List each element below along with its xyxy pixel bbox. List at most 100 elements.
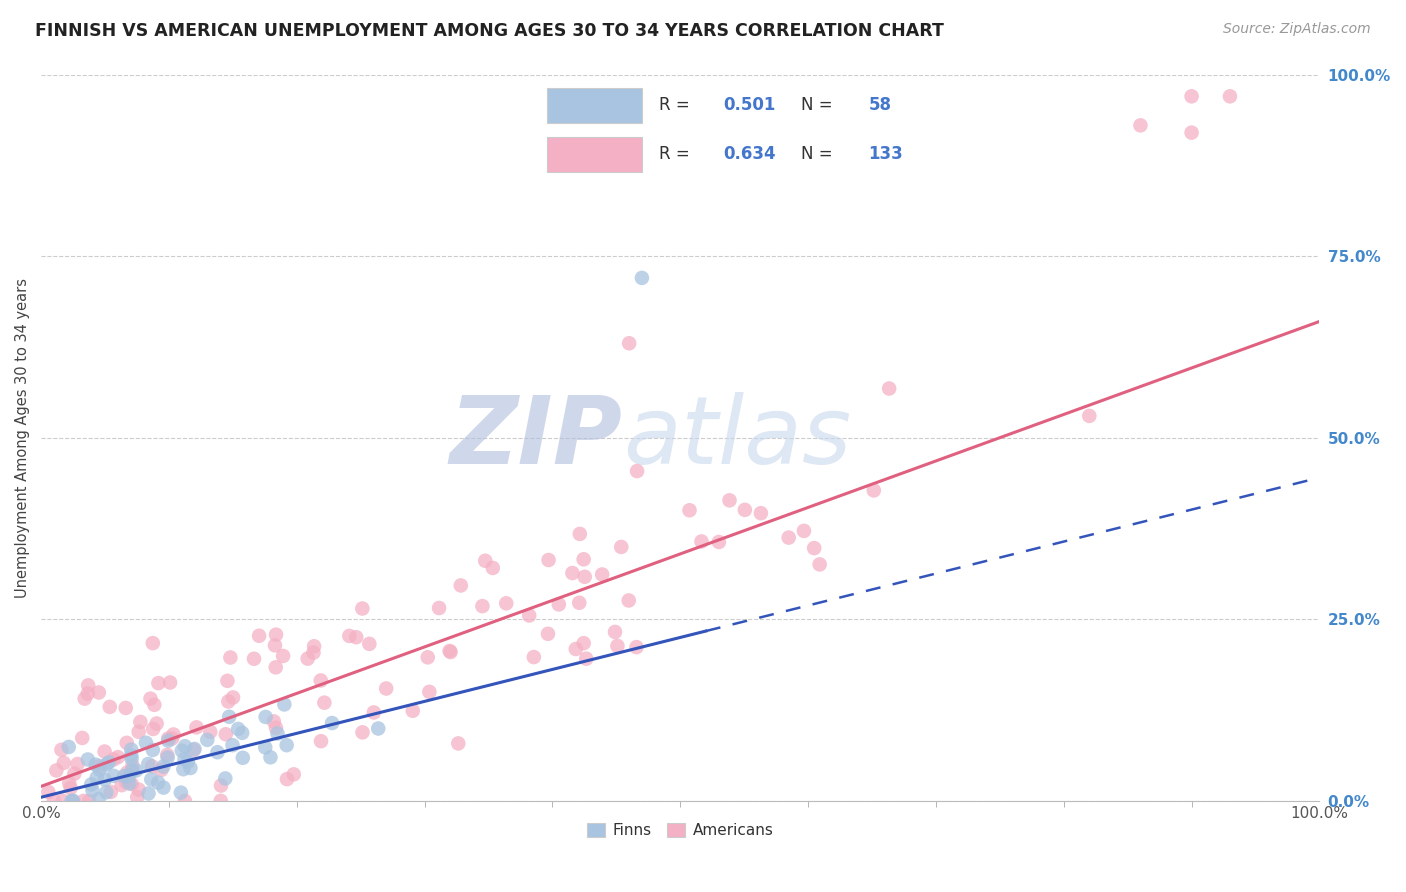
Point (803, 541, 825, 555)
Point (523, 650, 546, 665)
Point (271, 648, 294, 663)
Point (749, 506, 772, 520)
Point (495, 596, 517, 610)
Point (141, 772, 163, 787)
Point (174, 739, 197, 754)
Point (177, 755, 200, 769)
Point (121, 764, 143, 778)
Point (200, 724, 222, 739)
Point (128, 724, 150, 739)
Point (626, 640, 648, 654)
Point (142, 636, 165, 650)
Point (62, 794, 84, 808)
Point (276, 738, 298, 752)
Point (62, 794, 84, 808)
Point (120, 742, 142, 756)
Point (439, 645, 461, 659)
Point (100, 785, 122, 799)
Point (877, 382, 900, 396)
Point (195, 732, 218, 747)
Point (259, 750, 281, 764)
Point (174, 794, 197, 808)
Point (93, 745, 115, 759)
Point (66, 756, 89, 771)
Point (565, 642, 588, 657)
Point (474, 554, 496, 568)
Point (572, 636, 595, 650)
Point (42, 794, 65, 808)
Point (482, 561, 505, 575)
Point (568, 527, 591, 541)
Point (107, 750, 129, 764)
Point (82, 783, 104, 797)
Point (264, 721, 287, 735)
Point (87, 792, 110, 806)
Point (591, 567, 613, 582)
Point (89, 759, 111, 773)
Point (125, 764, 148, 778)
Point (59, 780, 82, 795)
Point (121, 758, 143, 772)
Point (517, 608, 540, 623)
Point (162, 727, 184, 741)
Point (547, 598, 569, 612)
Legend: Finns, Americans: Finns, Americans (581, 817, 780, 844)
Point (179, 761, 201, 775)
Point (148, 676, 170, 690)
Text: ZIP: ZIP (450, 392, 623, 483)
Point (447, 736, 470, 750)
Point (86, 771, 108, 785)
Point (222, 690, 245, 705)
Point (63, 766, 86, 780)
Point (143, 698, 166, 712)
Point (572, 552, 595, 566)
Point (150, 763, 173, 777)
Point (142, 722, 165, 736)
Point (254, 710, 277, 724)
Point (276, 772, 298, 786)
Point (172, 762, 194, 776)
Point (170, 786, 193, 800)
Point (352, 601, 374, 615)
Point (96, 785, 118, 799)
Point (309, 734, 332, 748)
Point (60, 794, 83, 808)
Point (862, 483, 884, 498)
Point (218, 710, 240, 724)
Point (302, 640, 325, 654)
Point (77, 794, 100, 808)
Point (427, 601, 450, 615)
Point (1181, 126, 1204, 140)
Point (141, 759, 163, 773)
Point (352, 725, 374, 739)
Point (266, 726, 288, 740)
Point (173, 752, 195, 766)
Point (157, 731, 180, 746)
Point (718, 493, 741, 508)
Point (120, 748, 142, 763)
Point (1078, 409, 1101, 423)
Point (793, 524, 815, 538)
Point (344, 630, 367, 644)
Text: Source: ZipAtlas.com: Source: ZipAtlas.com (1223, 22, 1371, 37)
Point (145, 716, 167, 731)
Point (117, 769, 139, 783)
Point (77, 678, 100, 692)
Y-axis label: Unemployment Among Ages 30 to 34 years: Unemployment Among Ages 30 to 34 years (15, 277, 30, 598)
Point (58, 776, 80, 790)
Point (707, 535, 730, 549)
Point (103, 769, 125, 783)
Point (160, 731, 183, 746)
Point (537, 627, 560, 641)
Point (309, 673, 332, 688)
Point (156, 747, 179, 762)
Point (114, 701, 136, 715)
Point (217, 694, 239, 708)
Point (617, 593, 640, 607)
Point (450, 578, 472, 592)
Point (76, 752, 98, 766)
Point (139, 691, 162, 706)
Point (115, 765, 138, 780)
Point (52, 756, 75, 770)
Point (70, 731, 93, 745)
